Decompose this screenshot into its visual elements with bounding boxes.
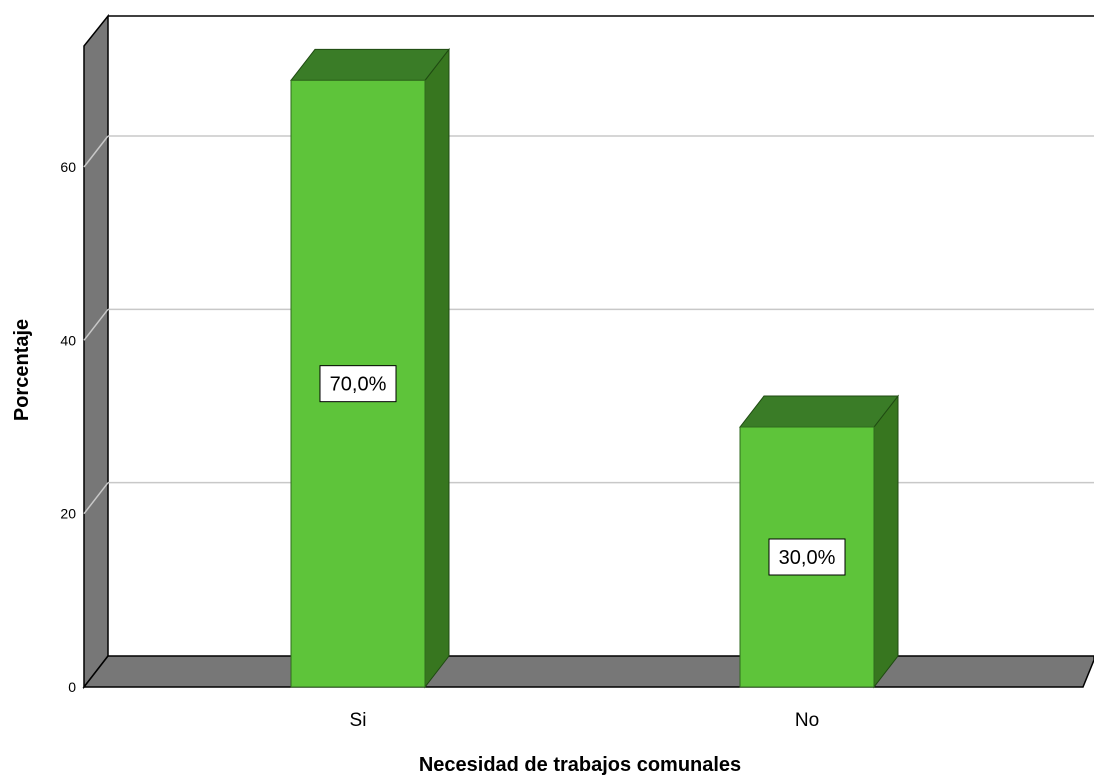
- gridline-wall: [83, 482, 109, 515]
- gridline-wall: [83, 135, 109, 168]
- x-axis-title: Necesidad de trabajos comunales: [419, 754, 741, 776]
- data-label: 30,0%: [779, 547, 836, 569]
- y-tick-label: 20: [60, 506, 76, 522]
- bar-side: [424, 47, 450, 689]
- left-wall: [83, 13, 109, 690]
- bar-side: [873, 394, 899, 689]
- bar-top: [738, 395, 900, 428]
- gridlines: [83, 135, 1094, 515]
- gridline-wall: [83, 308, 109, 341]
- y-axis-title: Porcentaje: [11, 319, 33, 421]
- bar: [738, 394, 900, 689]
- x-axis-labels: Si No: [350, 710, 820, 731]
- bars: 70,0% 30,0%: [289, 47, 900, 689]
- y-tick-label: 40: [60, 332, 76, 348]
- y-tick-label: 0: [68, 679, 76, 695]
- floor: [82, 655, 1094, 688]
- x-tick-label: No: [795, 710, 819, 731]
- data-label: 70,0%: [330, 374, 387, 396]
- bar-front: [739, 426, 875, 688]
- x-tick-label: Si: [350, 710, 367, 731]
- y-tick-label: 60: [60, 159, 76, 175]
- data-label-box: [768, 538, 846, 576]
- data-label-box: [319, 365, 397, 403]
- bar-top: [289, 48, 451, 81]
- y-axis-ticks: 0 20 40 60: [60, 159, 76, 695]
